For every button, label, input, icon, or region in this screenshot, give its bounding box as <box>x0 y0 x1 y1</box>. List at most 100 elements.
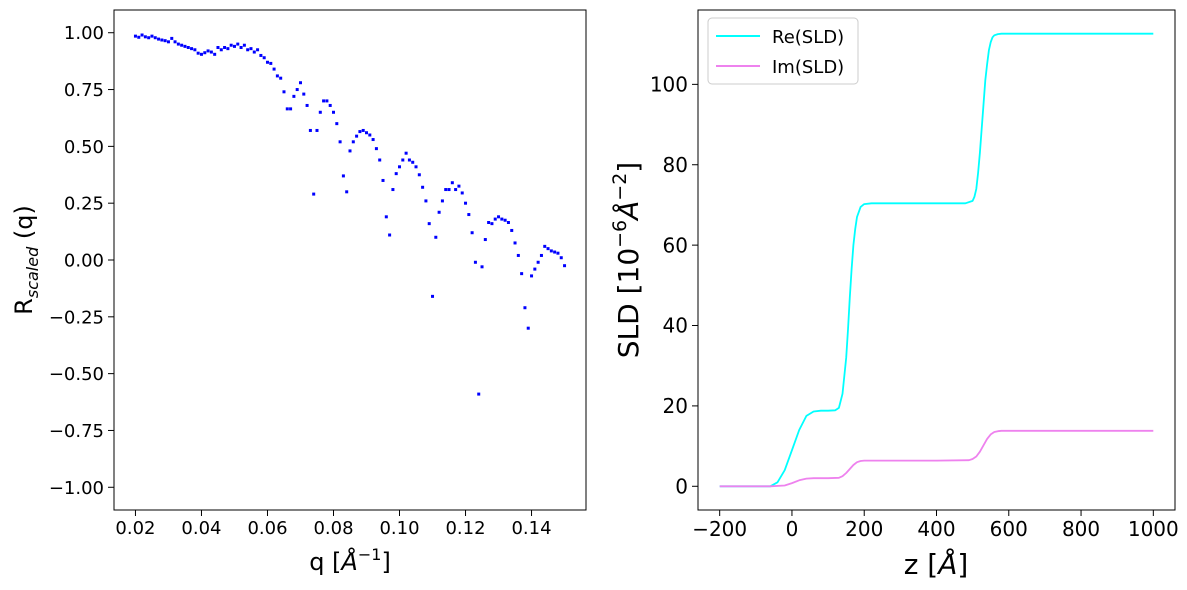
data-point <box>282 90 286 94</box>
data-point <box>414 165 418 169</box>
data-point <box>298 81 302 85</box>
data-point <box>223 46 227 49</box>
right-y-ticks: 0 20 40 60 80 100 <box>650 73 698 498</box>
data-point <box>249 47 253 51</box>
left-y-ticks: 1.00 0.75 0.50 0.25 0.00 −0.25 −0.50 −0.75 −1.00 <box>49 23 114 499</box>
x-tick-label: 0.08 <box>313 518 353 539</box>
right-series-lines <box>719 32 1154 488</box>
data-point <box>232 44 236 48</box>
data-point <box>460 191 464 195</box>
data-point <box>536 260 540 264</box>
data-point <box>490 222 494 226</box>
data-point <box>506 221 510 224</box>
data-point <box>246 48 250 52</box>
data-point <box>322 99 326 103</box>
data-point <box>530 274 534 278</box>
data-point <box>279 76 283 80</box>
data-point <box>199 52 203 56</box>
data-point <box>285 107 289 111</box>
data-point <box>533 267 537 271</box>
data-point <box>196 51 200 55</box>
data-point <box>543 244 547 248</box>
data-point <box>371 138 375 142</box>
data-point <box>556 251 560 255</box>
data-point <box>503 218 507 222</box>
data-point <box>559 256 563 260</box>
x-tick-label: 0.14 <box>511 518 551 539</box>
data-point <box>483 238 487 242</box>
y-tick-label: 1.00 <box>64 23 104 44</box>
data-point <box>440 199 444 203</box>
data-point <box>345 190 349 194</box>
data-point <box>239 46 243 49</box>
data-point <box>549 249 553 253</box>
data-point <box>252 50 256 54</box>
data-point <box>209 50 213 54</box>
data-point <box>265 60 269 64</box>
data-point <box>368 133 372 137</box>
data-point <box>477 392 481 396</box>
data-point <box>308 128 312 132</box>
data-point <box>140 33 144 37</box>
y-tick-label: 80 <box>663 153 688 177</box>
right-x-axis-label: z [Å] <box>904 547 969 581</box>
x-tick-label: 800 <box>1062 517 1100 541</box>
data-point <box>470 231 474 235</box>
data-point <box>487 221 491 224</box>
data-point <box>328 103 332 107</box>
data-point <box>365 131 369 135</box>
data-point <box>424 199 428 203</box>
y-tick-label: 40 <box>663 314 688 338</box>
data-point <box>153 36 157 40</box>
data-point <box>133 34 137 38</box>
x-tick-label: 0.12 <box>445 518 485 539</box>
data-point <box>394 172 398 176</box>
data-point <box>160 38 164 42</box>
data-point <box>351 140 355 144</box>
x-tick-label: 0 <box>786 517 799 541</box>
data-point <box>447 188 451 192</box>
data-point <box>553 250 557 254</box>
data-point <box>203 51 207 55</box>
data-point <box>404 151 408 155</box>
data-point <box>523 306 527 310</box>
data-point <box>289 107 293 111</box>
data-point <box>457 184 461 188</box>
data-point <box>206 49 210 53</box>
y-tick-label: 0.75 <box>64 80 104 101</box>
data-point <box>341 174 345 178</box>
data-point <box>176 42 180 46</box>
data-point <box>493 217 497 221</box>
y-tick-label: −0.75 <box>49 421 104 442</box>
left-y-axis-label: Rscaled (q) <box>10 205 42 315</box>
x-tick-label: 0.04 <box>181 518 221 539</box>
data-point <box>272 67 276 71</box>
data-point <box>526 326 530 330</box>
data-point <box>450 181 454 185</box>
data-point <box>361 128 365 132</box>
series-line-im-sld <box>719 429 1154 488</box>
data-point <box>318 110 322 114</box>
data-point <box>500 217 504 221</box>
y-tick-label: 0.50 <box>64 137 104 158</box>
data-point <box>520 272 524 276</box>
y-tick-label: −0.50 <box>49 364 104 385</box>
data-point <box>510 228 514 232</box>
legend-box <box>707 17 859 85</box>
data-point <box>170 36 174 40</box>
data-point <box>216 46 220 49</box>
y-tick-label: −1.00 <box>49 478 104 499</box>
data-point <box>516 253 520 257</box>
data-point <box>219 48 223 52</box>
data-point <box>539 253 543 257</box>
data-point <box>180 43 184 47</box>
data-point <box>325 99 329 103</box>
data-point <box>143 35 147 39</box>
y-tick-label: 100 <box>650 73 688 97</box>
legend-label-re-sld: Re(SLD) <box>772 27 844 48</box>
data-point <box>183 44 187 48</box>
x-tick-label: 600 <box>990 517 1028 541</box>
right-y-axis-label: SLD [10−6Å−2] <box>609 162 645 359</box>
data-point <box>381 178 385 182</box>
data-point <box>513 241 517 245</box>
